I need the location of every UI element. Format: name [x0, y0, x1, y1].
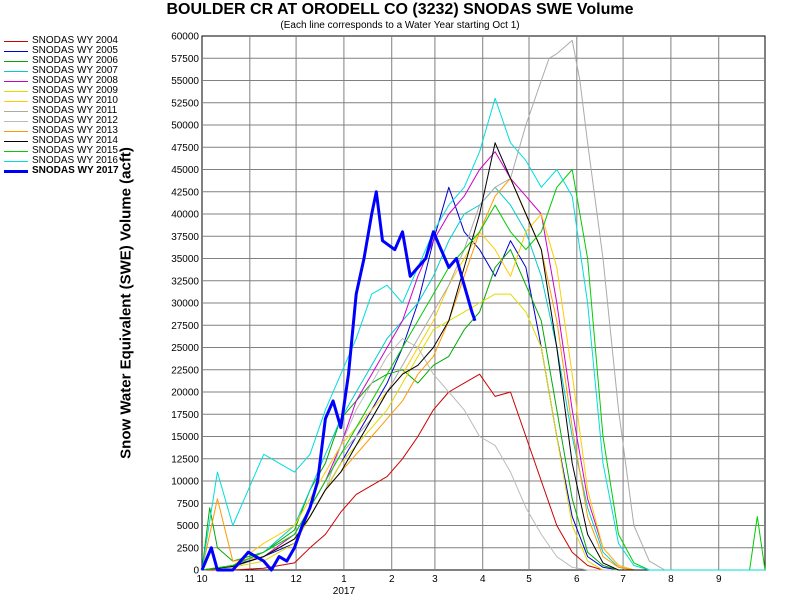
y-tick-label: 57500 [171, 54, 199, 65]
series-line [201, 142, 765, 571]
x-tick-label: 11 [245, 574, 256, 585]
legend-label: SNODAS WY 2014 [32, 135, 118, 146]
x-tick-label: 8 [668, 574, 674, 585]
y-tick-label: 30000 [171, 299, 199, 310]
y-tick-label: 10000 [171, 477, 199, 488]
legend-item: SNODAS WY 2006 [4, 56, 154, 66]
legend-item: SNODAS WY 2016 [4, 156, 154, 166]
legend-label: SNODAS WY 2005 [32, 45, 118, 56]
y-tick-label: 37500 [171, 232, 199, 243]
legend-item: SNODAS WY 2009 [4, 86, 154, 96]
y-tick-label: 47500 [171, 143, 199, 154]
legend-item: SNODAS WY 2017 [4, 166, 154, 176]
legend-swatch [4, 140, 28, 142]
legend-swatch [4, 130, 28, 132]
y-tick-label: 60000 [171, 32, 199, 43]
legend-item: SNODAS WY 2004 [4, 36, 154, 46]
series-line [201, 169, 766, 571]
legend-label: SNODAS WY 2009 [32, 85, 118, 96]
legend-swatch [4, 100, 28, 102]
legend-swatch [4, 160, 28, 162]
x-tick-label: 4 [480, 574, 486, 585]
legend-swatch [4, 50, 28, 52]
series-line [201, 186, 765, 571]
y-tick-label: 12500 [171, 454, 199, 465]
legend-swatch [4, 70, 28, 72]
y-tick-label: 45000 [171, 165, 199, 176]
legend-item: SNODAS WY 2010 [4, 96, 154, 106]
y-tick-label: 27500 [171, 321, 199, 332]
legend-label: SNODAS WY 2011 [32, 105, 118, 116]
y-tick-label: 22500 [171, 365, 199, 376]
legend-item: SNODAS WY 2007 [4, 66, 154, 76]
y-tick-label: 55000 [171, 76, 199, 87]
legend-label: SNODAS WY 2004 [32, 35, 118, 46]
x-year-label: 2017 [333, 586, 356, 597]
legend-item: SNODAS WY 2012 [4, 116, 154, 126]
legend-label: SNODAS WY 2008 [32, 75, 118, 86]
legend-label: SNODAS WY 2006 [32, 55, 118, 66]
legend-label: SNODAS WY 2010 [32, 95, 118, 106]
y-tick-label: 32500 [171, 276, 199, 287]
legend-label: SNODAS WY 2007 [32, 65, 118, 76]
y-tick-label: 7500 [177, 499, 200, 510]
x-tick-label: 9 [716, 574, 722, 585]
y-tick-label: 5000 [177, 521, 200, 532]
legend-item: SNODAS WY 2008 [4, 76, 154, 86]
legend-label: SNODAS WY 2015 [32, 145, 118, 156]
legend-label: SNODAS WY 2016 [32, 155, 118, 166]
y-tick-label: 15000 [171, 432, 199, 443]
y-tick-label: 35000 [171, 254, 199, 265]
x-tick-label: 12 [291, 574, 303, 585]
x-tick-label: 5 [526, 574, 532, 585]
legend: SNODAS WY 2004 SNODAS WY 2005 SNODAS WY 20… [4, 36, 154, 176]
legend-swatch [4, 120, 28, 122]
legend-item: SNODAS WY 2013 [4, 126, 154, 136]
legend-item: SNODAS WY 2015 [4, 146, 154, 156]
chart-title: BOULDER CR AT ORODELL CO (3232) SNODAS S… [166, 1, 634, 18]
x-tick-label: 6 [574, 574, 580, 585]
y-tick-label: 25000 [171, 343, 199, 354]
legend-swatch [4, 110, 28, 112]
x-tick-label: 2 [389, 574, 395, 585]
y-tick-label: 17500 [171, 410, 199, 421]
x-tick-label: 10 [196, 574, 208, 585]
y-tick-label: 0 [193, 566, 199, 577]
y-tick-label: 52500 [171, 98, 199, 109]
legend-swatch [4, 40, 28, 42]
legend-label: SNODAS WY 2017 [32, 165, 119, 176]
legend-label: SNODAS WY 2013 [32, 125, 118, 136]
legend-label: SNODAS WY 2012 [32, 115, 118, 126]
y-tick-label: 40000 [171, 210, 199, 221]
series-line [202, 373, 765, 571]
chart-subtitle: (Each line corresponds to a Water Year s… [280, 20, 520, 31]
series-line [200, 190, 477, 572]
y-tick-label: 20000 [171, 388, 199, 399]
y-tick-label: 50000 [171, 121, 199, 132]
y-tick-label: 42500 [171, 187, 199, 198]
legend-swatch [4, 90, 28, 92]
legend-item: SNODAS WY 2005 [4, 46, 154, 56]
legend-item: SNODAS WY 2011 [4, 106, 154, 116]
series-line [201, 249, 765, 571]
legend-swatch [4, 80, 28, 82]
series-line [201, 97, 765, 571]
legend-swatch [4, 60, 28, 62]
legend-swatch [4, 169, 28, 173]
legend-item: SNODAS WY 2014 [4, 136, 154, 146]
x-tick-label: 3 [432, 574, 438, 585]
x-tick-label: 7 [620, 574, 626, 585]
x-tick-label: 1 [341, 574, 347, 585]
legend-swatch [4, 150, 28, 152]
y-tick-label: 2500 [177, 543, 200, 554]
